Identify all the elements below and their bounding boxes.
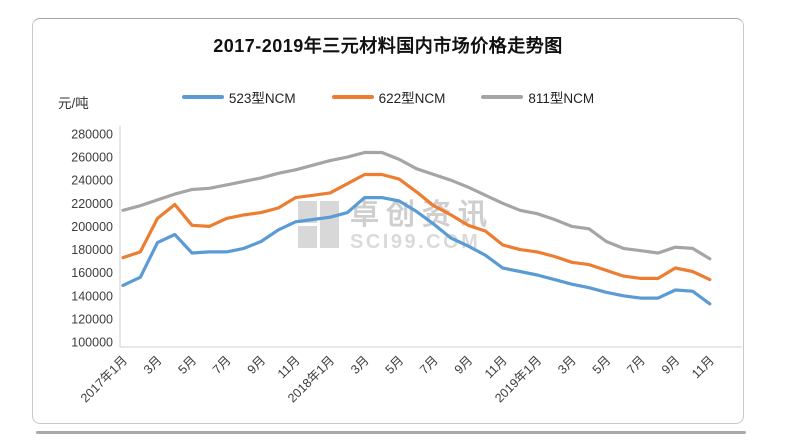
x-tick-label: 7月 [417,353,441,377]
watermark: 卓创资讯 SCI99.COM [298,201,494,252]
legend-label-811: 811型NCM [528,91,595,106]
y-tick-label: 280000 [71,128,113,142]
legend-label-622: 622型NCM [378,91,446,106]
watermark-text-url: SCI99.COM [350,231,481,253]
y-tick-label: 140000 [71,289,113,303]
x-tick-label: 5月 [176,353,200,377]
legend-item-622: 622型NCM [331,87,446,107]
x-tick-label: 9月 [659,353,683,377]
chart-legend: 523型NCM 622型NCM 811型NCM [32,87,744,107]
legend-item-523: 523型NCM [181,87,296,107]
sci-grid-logo-icon [298,201,342,251]
legend-swatch [331,95,374,99]
y-tick-label: 220000 [71,197,113,211]
y-tick-label: 160000 [71,266,113,280]
x-tick-label: 11月 [275,353,303,381]
legend-label-523: 523型NCM [228,91,296,106]
x-tick-label: 5月 [590,353,614,377]
x-tick-label: 9月 [452,353,476,377]
legend-swatch [181,95,224,99]
series-line-523型NCM [121,196,712,306]
chart-panel [32,18,744,424]
chart-title: 2017-2019年三元材料国内市场价格走势图 [213,36,563,56]
x-tick-label: 7月 [624,353,648,377]
x-tick-label: 9月 [245,353,269,377]
y-tick-label: 240000 [71,174,113,188]
x-tick-label: 11月 [482,353,510,381]
x-tick-label: 2017年1月 [78,353,130,405]
y-tick-label: 200000 [71,220,113,234]
y-tick-label: 260000 [71,151,113,165]
x-tick-label: 5月 [383,353,407,377]
x-tick-label: 3月 [555,353,579,377]
x-tick-label: 3月 [348,353,372,377]
y-axis-unit-label: 元/吨 [58,96,89,111]
legend-item-811: 811型NCM [481,87,594,107]
y-tick-label: 180000 [71,243,113,257]
series-line-622型NCM [121,172,712,282]
x-tick-label: 7月 [210,353,234,377]
x-tick-label: 3月 [141,353,165,377]
series-line-811型NCM [121,150,712,261]
y-tick-label: 100000 [71,336,113,350]
y-tick-label: 120000 [71,312,113,326]
logo-square [298,201,317,223]
page-divider-line [36,431,746,434]
logo-bar [320,201,339,248]
legend-swatch [481,95,524,99]
logo-square [298,226,317,248]
x-tick-label: 11月 [689,353,717,381]
